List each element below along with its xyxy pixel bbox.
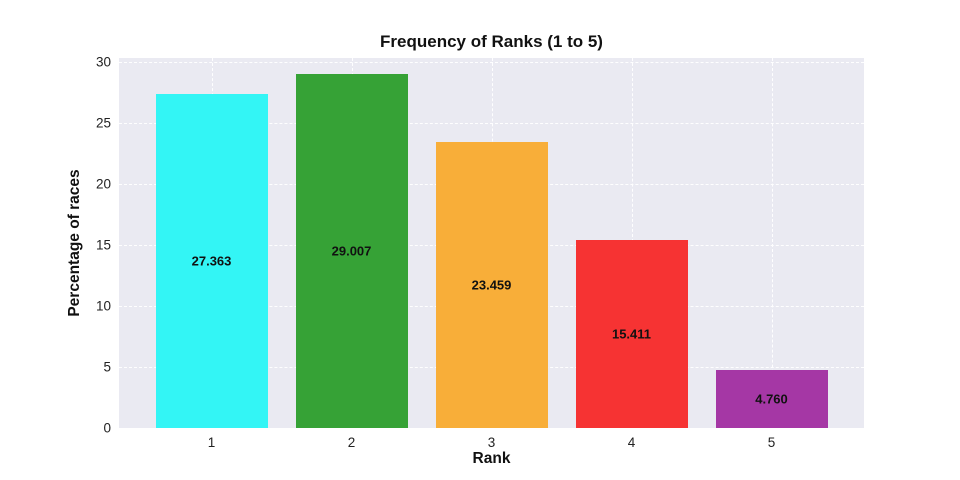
y-tick-label: 0: [103, 420, 111, 436]
bar-value-label: 23.459: [471, 277, 512, 293]
x-tick-label: 2: [347, 435, 356, 450]
bar-value-label: 27.363: [191, 253, 232, 269]
y-tick-label: 5: [103, 359, 111, 375]
y-tick-label: 15: [95, 237, 111, 253]
x-tick-label: 1: [207, 435, 216, 450]
plot-area: 27.363 29.007 23.459 15.411 4.760: [119, 58, 864, 428]
x-tick-label: 5: [767, 435, 776, 450]
chart-title: Frequency of Ranks (1 to 5): [380, 32, 603, 51]
bar-rank-3: [435, 141, 548, 428]
gridline-vertical: [771, 58, 773, 428]
bar-value-label: 4.760: [755, 391, 788, 407]
bar-value-label: 15.411: [611, 326, 652, 342]
x-tick-label: 3: [487, 435, 496, 450]
x-axis-label: Rank: [472, 450, 511, 467]
bar-rank-2: [295, 74, 408, 428]
bar-rank-4: [575, 240, 688, 428]
y-tick-label: 25: [95, 115, 111, 131]
y-tick-label: 30: [95, 54, 111, 70]
bar-value-label: 29.007: [331, 243, 372, 259]
x-tick-label: 4: [627, 435, 636, 450]
y-tick-label: 20: [95, 176, 111, 192]
y-tick-label: 10: [95, 298, 111, 314]
bar-rank-5: [715, 369, 828, 428]
bar-rank-1: [155, 94, 268, 428]
